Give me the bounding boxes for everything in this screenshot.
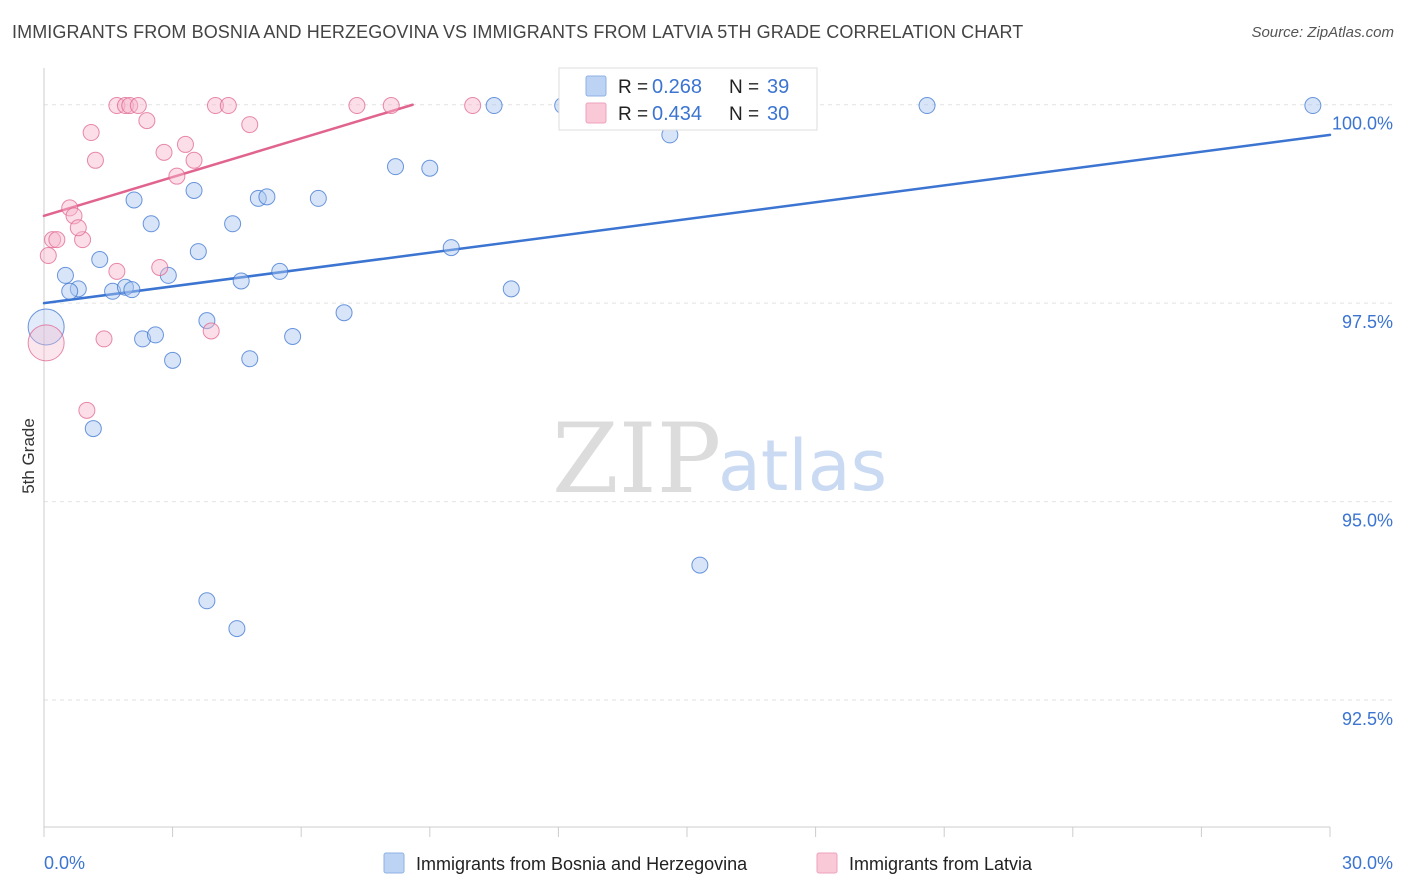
point-bosnia bbox=[228, 620, 246, 638]
point-latvia bbox=[348, 97, 366, 115]
point-bosnia bbox=[27, 308, 65, 346]
point-bosnia bbox=[309, 189, 327, 207]
point-latvia bbox=[48, 231, 66, 249]
point-bosnia bbox=[56, 266, 74, 284]
point-bosnia bbox=[146, 326, 164, 344]
point-bosnia bbox=[189, 243, 207, 261]
point-latvia bbox=[168, 167, 186, 185]
point-bosnia bbox=[1304, 97, 1322, 115]
point-bosnia bbox=[485, 97, 503, 115]
legend-swatch-bosnia bbox=[383, 852, 405, 874]
point-latvia bbox=[382, 97, 400, 115]
point-latvia bbox=[202, 322, 220, 340]
stats-legend-swatch-pink bbox=[585, 102, 607, 124]
trend-line-bosnia bbox=[42, 133, 1332, 305]
point-bosnia bbox=[142, 215, 160, 233]
point-latvia bbox=[39, 247, 57, 265]
point-latvia bbox=[69, 219, 87, 237]
point-latvia bbox=[464, 97, 482, 115]
point-bosnia bbox=[91, 251, 109, 269]
x-tick-label-min: 0.0% bbox=[44, 853, 85, 873]
point-bosnia bbox=[116, 278, 134, 296]
point-bosnia bbox=[185, 181, 203, 199]
point-bosnia bbox=[271, 262, 289, 280]
point-bosnia bbox=[123, 281, 141, 299]
point-bosnia bbox=[442, 239, 460, 257]
point-bosnia bbox=[232, 272, 250, 290]
stats-legend-swatch-blue bbox=[585, 75, 607, 97]
stats-n-label-pink: N = bbox=[729, 104, 759, 125]
watermark: ZIP atlas bbox=[552, 403, 887, 515]
point-latvia bbox=[176, 135, 194, 153]
point-bosnia bbox=[918, 97, 936, 115]
point-bosnia bbox=[335, 304, 353, 322]
point-latvia bbox=[241, 116, 259, 134]
point-bosnia bbox=[387, 158, 405, 176]
point-bosnia bbox=[224, 215, 242, 233]
watermark-zip: ZIP bbox=[552, 403, 721, 515]
point-latvia bbox=[44, 231, 62, 249]
point-latvia bbox=[78, 401, 96, 419]
point-latvia bbox=[206, 97, 224, 115]
point-latvia bbox=[151, 258, 169, 276]
point-latvia bbox=[116, 97, 134, 115]
point-bosnia bbox=[502, 280, 520, 298]
point-latvia bbox=[121, 97, 139, 115]
y-tick-label: 92.5% bbox=[1342, 709, 1393, 729]
stats-n-label-blue: N = bbox=[729, 77, 759, 98]
point-latvia bbox=[138, 112, 156, 130]
point-bosnia bbox=[164, 351, 182, 369]
point-bosnia bbox=[134, 330, 152, 348]
y-tick-label: 95.0% bbox=[1342, 511, 1393, 531]
point-latvia bbox=[108, 262, 126, 280]
stats-r-label-pink: R = bbox=[618, 104, 648, 125]
stats-legend: R = 0.268 N = 39 R = 0.434 N = 30 bbox=[558, 67, 818, 131]
stats-n-value-blue: 39 bbox=[767, 76, 789, 98]
y-axis-title: 5th Grade bbox=[19, 418, 38, 494]
data-points bbox=[27, 97, 1322, 638]
series-legend: Immigrants from Bosnia and Herzegovina I… bbox=[383, 852, 1033, 874]
stats-r-value-blue: 0.268 bbox=[652, 76, 702, 98]
legend-label-latvia: Immigrants from Latvia bbox=[849, 854, 1033, 874]
y-tick-label: 97.5% bbox=[1342, 312, 1393, 332]
stats-r-value-pink: 0.434 bbox=[652, 103, 702, 125]
legend-label-bosnia: Immigrants from Bosnia and Herzegovina bbox=[416, 854, 748, 874]
point-latvia bbox=[129, 97, 147, 115]
point-latvia bbox=[95, 330, 113, 348]
y-tick-labels: 100.0% 97.5% 95.0% 92.5% bbox=[1332, 114, 1393, 729]
point-bosnia bbox=[421, 159, 439, 177]
point-bosnia bbox=[241, 350, 259, 368]
legend-swatch-latvia bbox=[816, 852, 838, 874]
point-latvia bbox=[27, 324, 65, 362]
point-latvia bbox=[86, 151, 104, 169]
point-latvia bbox=[185, 151, 203, 169]
point-latvia bbox=[82, 124, 100, 142]
point-latvia bbox=[61, 199, 79, 217]
source-label: Source: ZipAtlas.com bbox=[1251, 24, 1394, 41]
trend-lines bbox=[42, 103, 1332, 305]
point-bosnia bbox=[691, 556, 709, 574]
chart-title: IMMIGRANTS FROM BOSNIA AND HERZEGOVINA V… bbox=[12, 22, 1024, 42]
point-bosnia bbox=[249, 189, 267, 207]
point-bosnia bbox=[104, 282, 122, 300]
point-bosnia bbox=[125, 191, 143, 209]
point-latvia bbox=[108, 97, 126, 115]
stats-r-label-blue: R = bbox=[618, 77, 648, 98]
point-bosnia bbox=[258, 188, 276, 206]
point-latvia bbox=[155, 143, 173, 161]
trend-line-latvia bbox=[42, 103, 414, 218]
stats-n-value-pink: 30 bbox=[767, 103, 789, 125]
point-bosnia bbox=[198, 592, 216, 610]
point-bosnia bbox=[284, 328, 302, 346]
axes bbox=[43, 68, 1331, 837]
point-bosnia bbox=[198, 312, 216, 330]
x-tick-label-max: 30.0% bbox=[1342, 853, 1393, 873]
y-tick-label: 100.0% bbox=[1332, 114, 1393, 134]
watermark-atlas: atlas bbox=[718, 425, 887, 507]
point-bosnia bbox=[61, 282, 79, 300]
point-bosnia bbox=[84, 420, 102, 438]
point-latvia bbox=[219, 97, 237, 115]
